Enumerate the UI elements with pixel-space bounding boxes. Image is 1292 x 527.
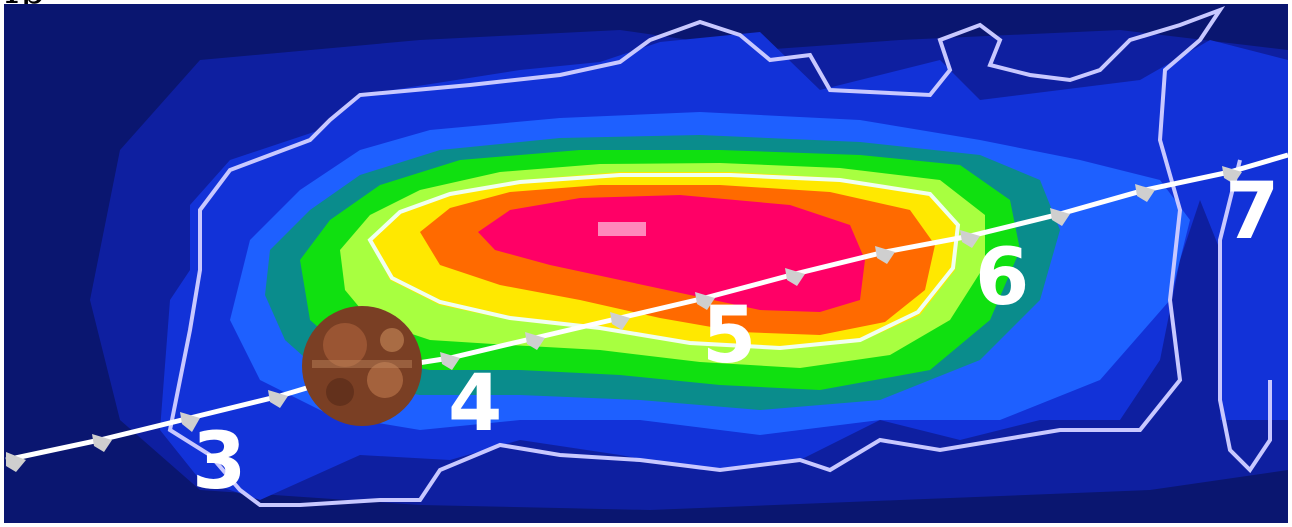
track-label-6: 6	[975, 233, 1029, 323]
track-tick	[1050, 208, 1070, 226]
track-tick	[92, 434, 112, 452]
peak-marker	[598, 222, 646, 236]
contour-outer	[167, 5, 1226, 507]
track-tick	[610, 312, 630, 330]
planet-icon	[302, 306, 422, 426]
track-tick	[695, 292, 715, 310]
track-tick	[1222, 166, 1242, 184]
track-tick	[440, 352, 460, 370]
track-tick	[875, 246, 895, 264]
contour-right	[1218, 159, 1272, 474]
track-label-3: 3	[192, 417, 246, 507]
track-tick	[180, 412, 200, 432]
track-tick	[960, 230, 980, 248]
track-label-7: 7	[1225, 167, 1279, 257]
trajectory-track	[5, 152, 1289, 463]
track-label-4: 4	[448, 359, 502, 449]
track-tick	[785, 268, 805, 286]
contour-inner	[367, 173, 961, 351]
track-tick	[6, 452, 26, 472]
track-ticks	[6, 166, 1242, 472]
track-tick	[1135, 184, 1155, 202]
track-label-5: 5	[702, 291, 756, 381]
track-tick	[525, 332, 545, 350]
track-tick	[268, 390, 288, 408]
